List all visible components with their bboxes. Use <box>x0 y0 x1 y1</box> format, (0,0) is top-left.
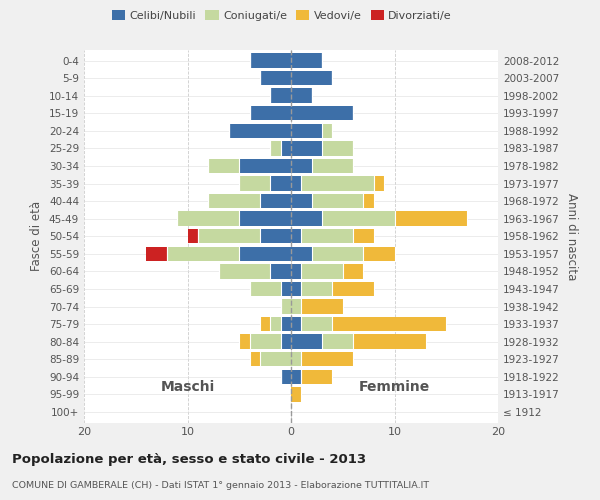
Bar <box>239 334 250 349</box>
Bar <box>177 212 239 226</box>
Bar <box>291 194 312 208</box>
Bar <box>260 317 271 332</box>
Bar <box>332 317 446 332</box>
Bar <box>270 317 281 332</box>
Bar <box>332 282 374 296</box>
Bar <box>208 194 260 208</box>
Bar <box>291 246 312 261</box>
Text: Popolazione per età, sesso e stato civile - 2013: Popolazione per età, sesso e stato civil… <box>12 452 366 466</box>
Bar <box>239 176 271 190</box>
Bar <box>322 212 395 226</box>
Bar <box>364 246 395 261</box>
Bar <box>291 159 312 173</box>
Bar <box>322 334 353 349</box>
Bar <box>301 176 374 190</box>
Bar <box>291 124 322 138</box>
Y-axis label: Anni di nascita: Anni di nascita <box>565 192 578 280</box>
Bar <box>291 317 301 332</box>
Bar <box>218 264 271 278</box>
Bar <box>395 212 467 226</box>
Bar <box>301 352 353 366</box>
Bar <box>322 124 332 138</box>
Bar <box>270 141 281 156</box>
Bar <box>281 282 291 296</box>
Bar <box>167 246 239 261</box>
Bar <box>281 334 291 349</box>
Bar <box>353 334 425 349</box>
Y-axis label: Fasce di età: Fasce di età <box>31 201 43 272</box>
Bar <box>343 264 364 278</box>
Bar <box>239 212 291 226</box>
Bar <box>260 71 291 86</box>
Bar <box>281 370 291 384</box>
Text: COMUNE DI GAMBERALE (CH) - Dati ISTAT 1° gennaio 2013 - Elaborazione TUTTITALIA.: COMUNE DI GAMBERALE (CH) - Dati ISTAT 1°… <box>12 480 429 490</box>
Bar <box>291 88 312 103</box>
Bar <box>250 334 281 349</box>
Bar <box>291 282 301 296</box>
Bar <box>301 282 332 296</box>
Bar <box>281 317 291 332</box>
Bar <box>353 229 374 244</box>
Bar <box>146 246 167 261</box>
Bar <box>291 370 301 384</box>
Bar <box>281 141 291 156</box>
Bar <box>250 54 291 68</box>
Bar <box>291 71 332 86</box>
Legend: Celibi/Nubili, Coniugati/e, Vedovi/e, Divorziati/e: Celibi/Nubili, Coniugati/e, Vedovi/e, Di… <box>110 8 454 23</box>
Bar <box>301 317 332 332</box>
Bar <box>260 352 291 366</box>
Bar <box>187 229 198 244</box>
Bar <box>271 176 291 190</box>
Bar <box>250 282 281 296</box>
Bar <box>250 106 291 120</box>
Bar <box>291 54 322 68</box>
Bar <box>374 176 384 190</box>
Bar <box>291 334 322 349</box>
Bar <box>291 106 353 120</box>
Bar <box>250 352 260 366</box>
Bar <box>208 159 239 173</box>
Bar <box>291 229 301 244</box>
Bar <box>271 88 291 103</box>
Bar <box>291 300 301 314</box>
Bar <box>281 300 291 314</box>
Bar <box>291 387 301 402</box>
Bar <box>291 176 301 190</box>
Bar <box>364 194 374 208</box>
Bar <box>312 246 364 261</box>
Bar <box>260 194 291 208</box>
Text: Maschi: Maschi <box>160 380 215 394</box>
Bar <box>229 124 291 138</box>
Bar <box>239 246 291 261</box>
Bar <box>322 141 353 156</box>
Bar <box>291 352 301 366</box>
Bar <box>301 300 343 314</box>
Bar <box>312 159 353 173</box>
Bar <box>271 264 291 278</box>
Bar <box>301 229 353 244</box>
Bar <box>291 212 322 226</box>
Bar <box>301 264 343 278</box>
Bar <box>198 229 260 244</box>
Bar <box>260 229 291 244</box>
Text: Femmine: Femmine <box>359 380 430 394</box>
Bar <box>291 141 322 156</box>
Bar <box>239 159 291 173</box>
Bar <box>301 370 332 384</box>
Bar <box>291 264 301 278</box>
Bar <box>312 194 364 208</box>
